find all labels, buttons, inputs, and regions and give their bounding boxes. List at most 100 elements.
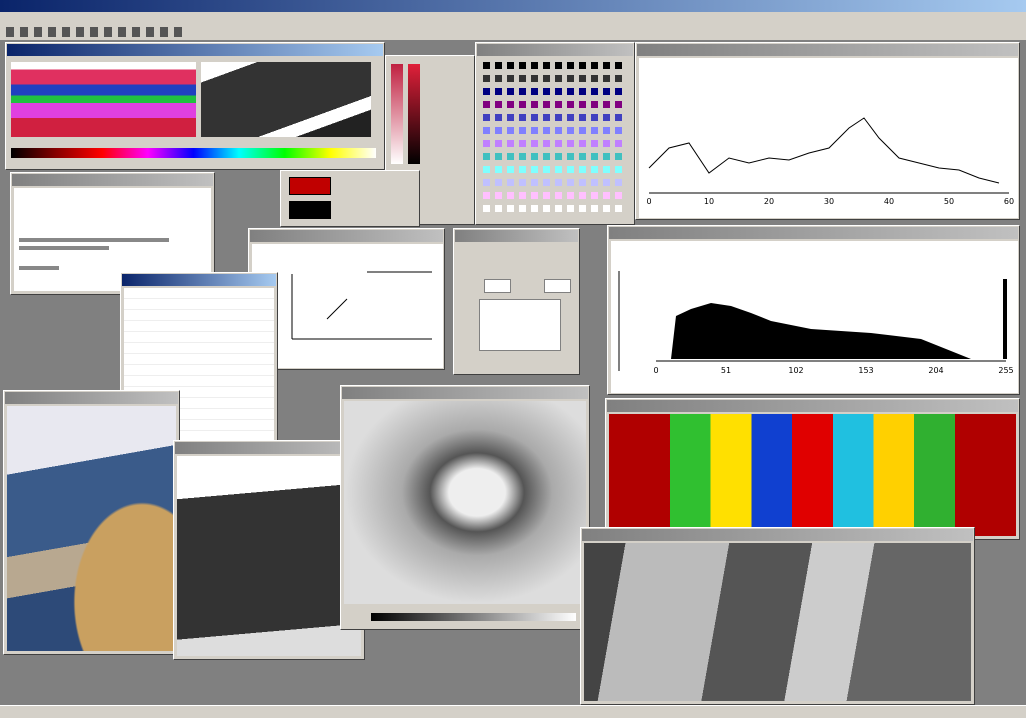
gray-map [201, 62, 371, 137]
swatch [591, 114, 598, 121]
scatter-plot [252, 244, 443, 368]
swatch [507, 62, 514, 69]
swatch [591, 192, 598, 199]
histogram-window[interactable]: 0 51 102 153 204 255 [607, 225, 1020, 395]
swatch [531, 140, 538, 147]
sst-window[interactable] [605, 398, 1020, 540]
swatch [543, 101, 550, 108]
swatch [519, 114, 526, 121]
swatch [507, 88, 514, 95]
swatch [507, 179, 514, 186]
swatch [615, 62, 622, 69]
swatch [603, 114, 610, 121]
map-window[interactable] [5, 42, 385, 170]
input[interactable] [544, 279, 571, 293]
list-window[interactable] [120, 272, 278, 473]
swatch [483, 205, 490, 212]
toolbar[interactable] [0, 24, 1026, 41]
sst-map [609, 414, 1016, 536]
swatch [567, 101, 574, 108]
swatch [603, 62, 610, 69]
blur-window[interactable] [340, 385, 590, 630]
swatch [543, 192, 550, 199]
toolbar-icons[interactable] [6, 27, 186, 37]
swatch [615, 140, 622, 147]
swatch [555, 166, 562, 173]
swatch [531, 205, 538, 212]
swatch [555, 179, 562, 186]
swatch [591, 75, 598, 82]
swatch [555, 114, 562, 121]
swatch [615, 75, 622, 82]
swatch [543, 153, 550, 160]
swatch [603, 75, 610, 82]
swatch [543, 62, 550, 69]
swatch [531, 192, 538, 199]
swatch [531, 166, 538, 173]
x-tick-label: 20 [764, 197, 774, 206]
swatch [519, 127, 526, 134]
swatch [483, 166, 490, 173]
swatch [555, 192, 562, 199]
swatch [531, 127, 538, 134]
swatch [603, 127, 610, 134]
swatch [603, 153, 610, 160]
swatch [555, 140, 562, 147]
swatch [495, 166, 502, 173]
swatch [519, 166, 526, 173]
swatch [507, 101, 514, 108]
swatch [615, 101, 622, 108]
fg-color[interactable] [289, 177, 331, 195]
swatch [591, 127, 598, 134]
swatch [615, 127, 622, 134]
satellite-window[interactable] [3, 390, 180, 655]
swatch [591, 62, 598, 69]
swatch [483, 127, 490, 134]
colorbar-b [408, 64, 420, 164]
palette-window[interactable] [475, 42, 635, 225]
status-bar [0, 705, 1026, 718]
swatch [495, 114, 502, 121]
swatch [519, 140, 526, 147]
line-chart-window[interactable]: 0 10 20 30 40 50 60 [635, 42, 1020, 220]
palette-grid[interactable] [479, 58, 629, 223]
swatch [615, 88, 622, 95]
color-picker[interactable] [280, 170, 420, 227]
swatch [483, 192, 490, 199]
swatch [579, 75, 586, 82]
swatch [543, 114, 550, 121]
swatch [483, 179, 490, 186]
gray-bar [371, 613, 576, 621]
swatch [495, 153, 502, 160]
aerial-window[interactable] [580, 527, 975, 705]
bg-color[interactable] [289, 201, 331, 219]
colorbar-a [391, 64, 403, 164]
line-chart: 0 10 20 30 40 50 60 [639, 58, 1018, 218]
menu-bar[interactable] [0, 12, 1026, 24]
swatch [591, 166, 598, 173]
swatch [591, 101, 598, 108]
swatch [579, 62, 586, 69]
swatch [483, 153, 490, 160]
dialog[interactable] [453, 228, 580, 375]
swatch [531, 153, 538, 160]
swatch [519, 153, 526, 160]
swatch [579, 101, 586, 108]
swatch [591, 179, 598, 186]
gray-window[interactable] [173, 440, 365, 660]
swatch [507, 127, 514, 134]
swatch [531, 114, 538, 121]
swatch [567, 127, 574, 134]
swatch [543, 75, 550, 82]
swatch [579, 166, 586, 173]
swatch [507, 192, 514, 199]
input[interactable] [484, 279, 511, 293]
x-tick-label: 50 [944, 197, 954, 206]
text-line [19, 266, 59, 270]
swatch [531, 88, 538, 95]
swatch [579, 179, 586, 186]
swatch [591, 153, 598, 160]
table[interactable] [479, 299, 561, 351]
swatch [615, 205, 622, 212]
